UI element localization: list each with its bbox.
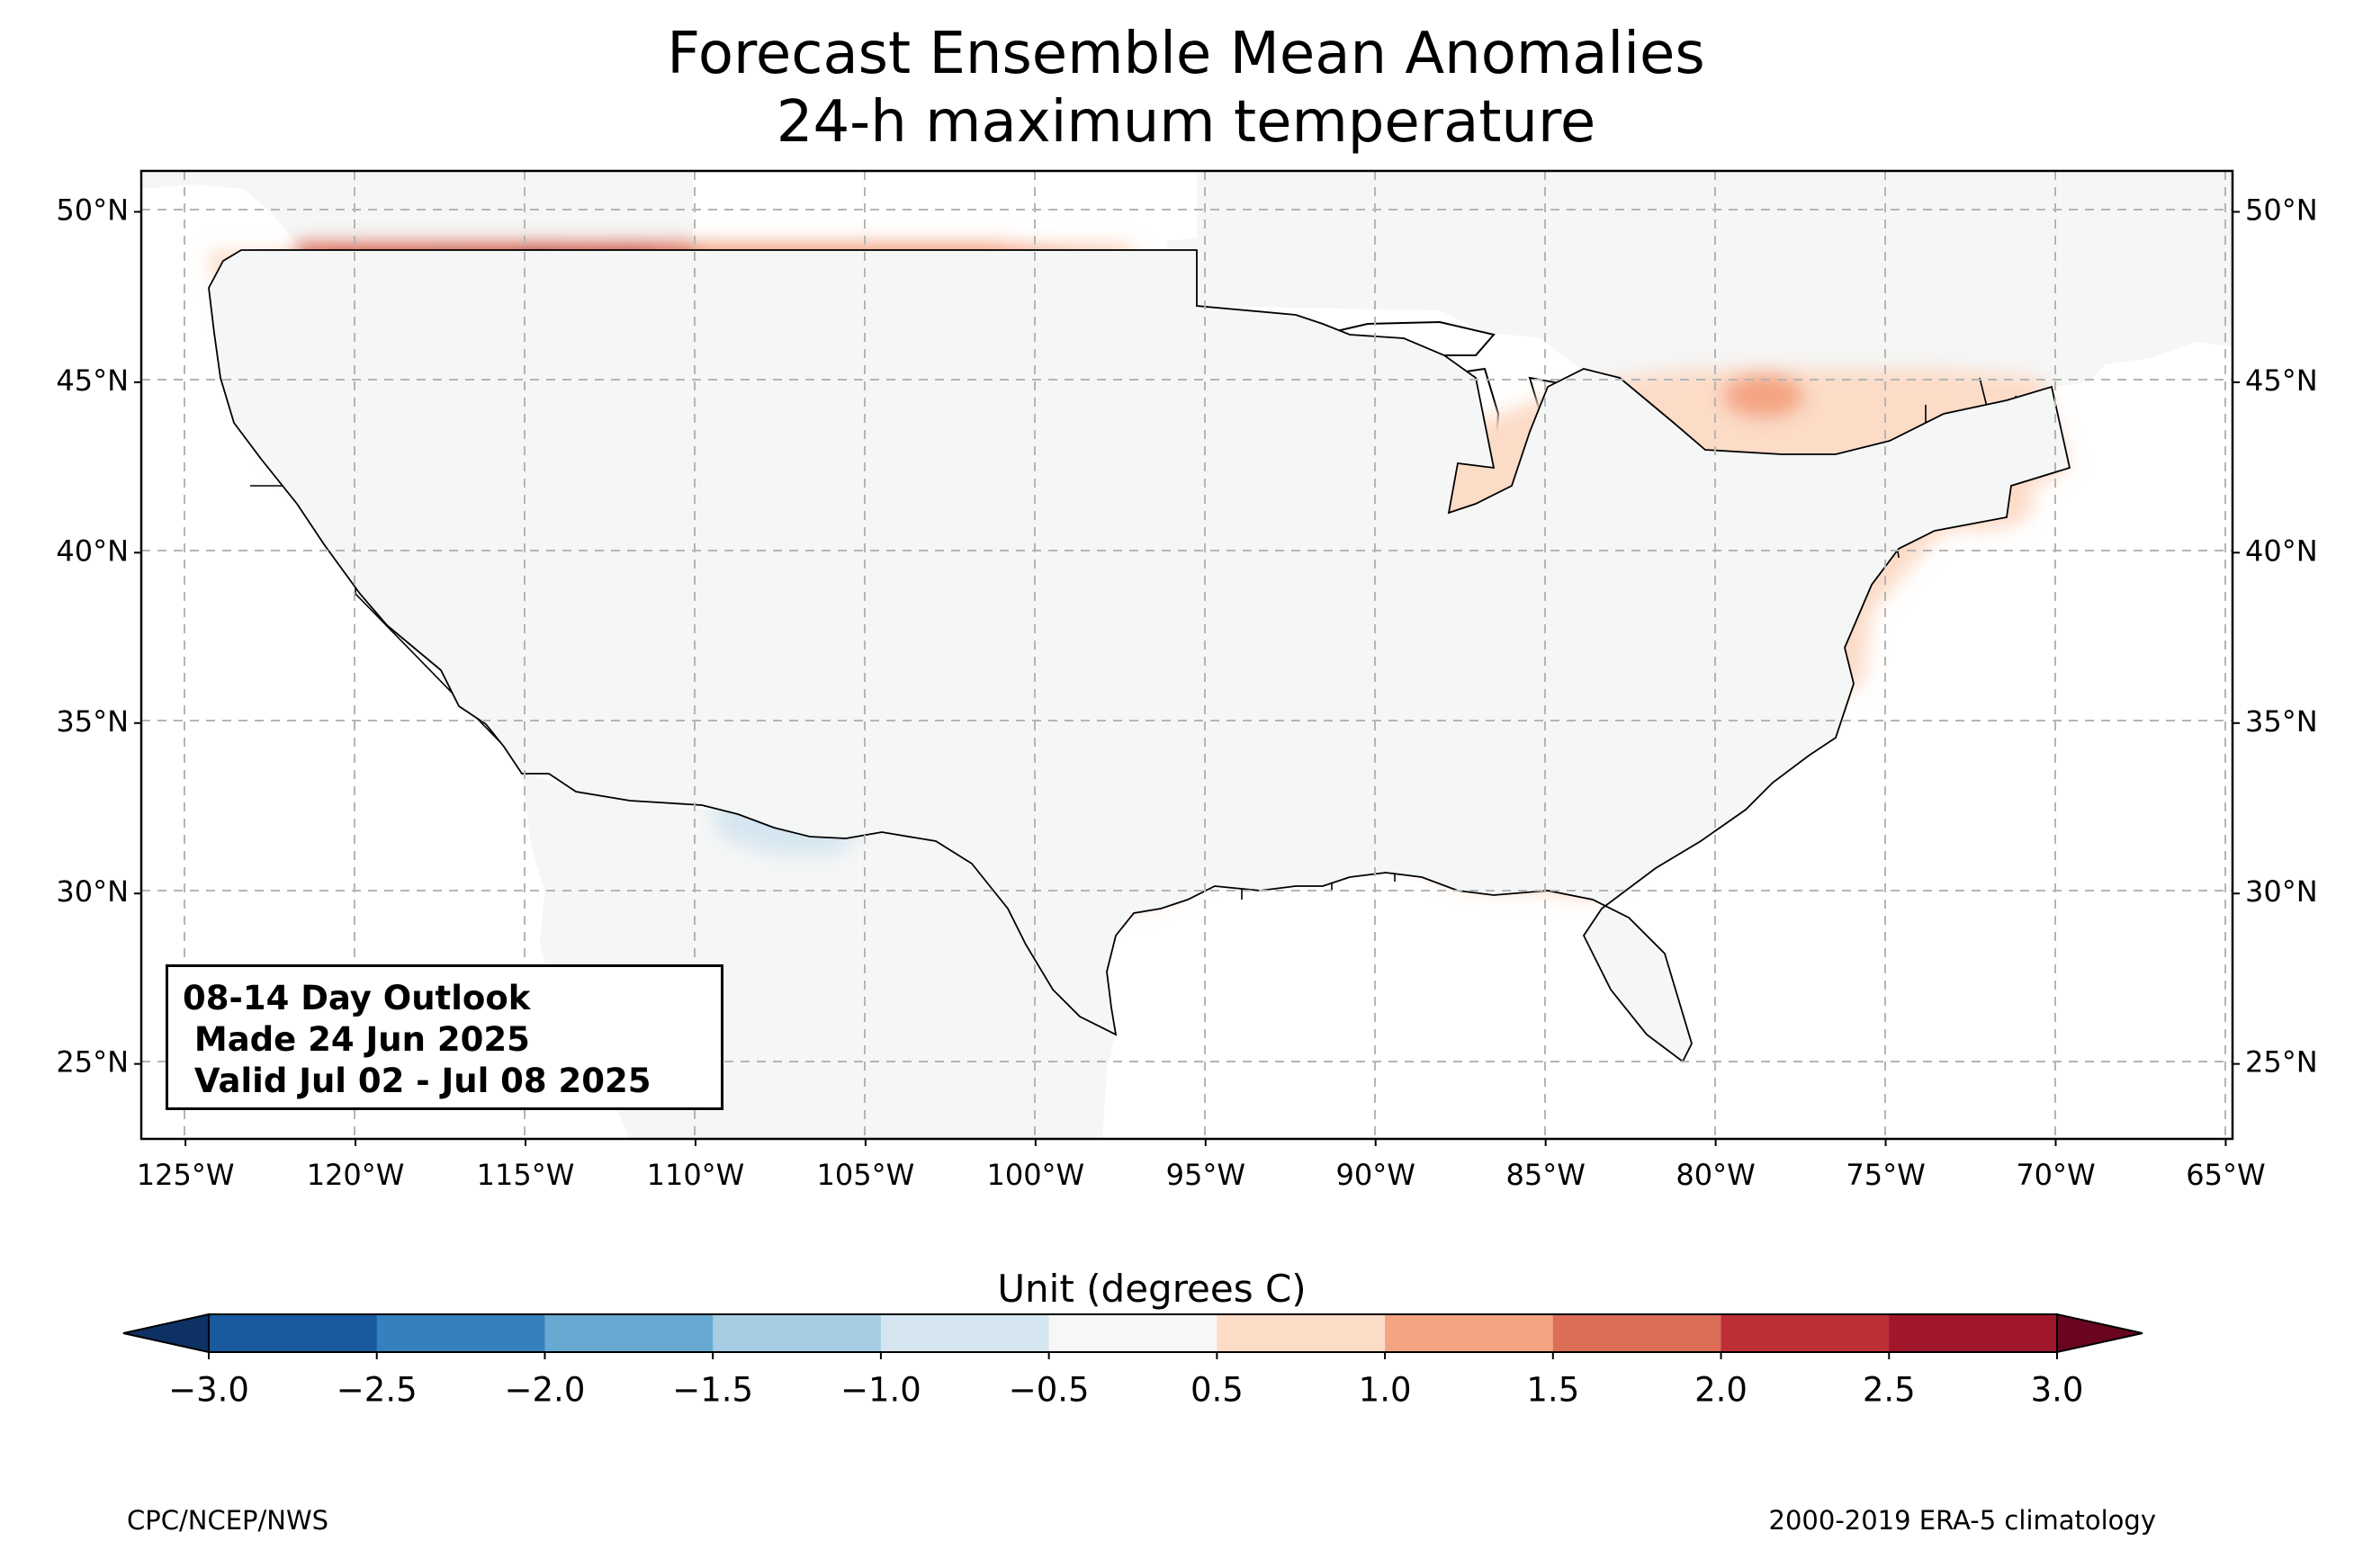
lon-tick-label: 115°W [477,1158,575,1192]
footer-source: CPC/NCEP/NWS [127,1505,329,1536]
lon-tick-label: 85°W [1505,1158,1585,1192]
lon-tick-label: 95°W [1166,1158,1245,1192]
map-frame [139,169,2234,1141]
colorbar-tick-label: −1.5 [672,1371,753,1410]
colorbar-segment [544,1314,714,1352]
lat-tick-label: 40°N [2245,533,2318,568]
lat-tick-label: 30°N [56,874,129,909]
lon-tick-label: 120°W [307,1158,405,1192]
colorbar-tick-label: 3.0 [2031,1371,2084,1410]
colorbar-under-arrow [122,1313,210,1354]
colorbar-segment [1048,1314,1217,1352]
lat-tick-label: 40°N [56,533,129,568]
lon-tick-label: 70°W [2016,1158,2095,1192]
colorbar-segment [880,1314,1050,1352]
map-title: Forecast Ensemble Mean Anomalies 24-h ma… [0,20,2372,157]
colorbar-tick-label: 1.0 [1359,1371,1412,1410]
lat-tick-label: 50°N [2245,193,2318,227]
lon-tick-label: 110°W [647,1158,745,1192]
lat-tick-label: 25°N [56,1045,129,1080]
valid-range: Valid Jul 02 - Jul 08 2025 [183,1062,651,1100]
lat-tick-label: 35°N [56,704,129,739]
colorbar-over-arrow [2056,1313,2143,1354]
lon-tick-label: 105°W [817,1158,915,1192]
lon-tick-label: 65°W [2186,1158,2265,1192]
title-line-1: Forecast Ensemble Mean Anomalies [667,21,1705,87]
lon-tick-label: 125°W [137,1158,235,1192]
lon-tick-label: 90°W [1336,1158,1415,1192]
lat-tick-labels-right: 25°N 30°N 35°N 40°N 45°N 50°N [2233,193,2318,1080]
colorbar-tick-label: −3.0 [168,1371,249,1410]
colorbar-tick-label: 2.0 [1694,1371,1748,1410]
lat-tick-label: 45°N [2245,363,2318,398]
colorbar-segment [209,1314,378,1352]
colorbar-segment [1552,1314,1722,1352]
colorbar-tick-label: −1.0 [840,1371,921,1410]
lat-tick-label: 25°N [2245,1045,2318,1080]
colorbar-segment [376,1314,545,1352]
colorbar-tick-label: −2.5 [337,1371,418,1410]
made-date: Made 24 Jun 2025 [183,1020,530,1059]
colorbar-label: Unit (degrees C) [997,1267,1307,1311]
colorbar-tick-label: 2.5 [1863,1371,1916,1410]
colorbar: −3.0 −2.5 −2.0 −1.5 −1.0 −0.5 0.5 1.0 1.5 2.0 2.5 3… [122,1313,2143,1410]
colorbar-tick-label: −2.0 [505,1371,586,1410]
lon-tick-label: 80°W [1676,1158,1755,1192]
colorbar-tick-label: −0.5 [1009,1371,1090,1410]
footer-climatology: 2000-2019 ERA-5 climatology [1768,1505,2156,1536]
lat-tick-label: 50°N [56,193,129,227]
colorbar-frame [208,1313,2058,1353]
colorbar-tick-label: 0.5 [1190,1371,1244,1410]
colorbar-segment [713,1314,882,1352]
lon-tick-label: 75°W [1846,1158,1925,1192]
lat-tick-label: 45°N [56,363,129,398]
lat-tick-label: 30°N [2245,874,2318,909]
lat-tick-label: 35°N [2245,704,2318,739]
colorbar-segment [1889,1314,2058,1352]
lat-tick-labels-left: 25°N 30°N 35°N 40°N 45°N 50°N [56,193,141,1080]
outlook-info-box: 08-14 Day Outlook Made 24 Jun 2025 Valid… [166,964,723,1110]
title-line-2: 24-h maximum temperature [776,89,1596,156]
colorbar-segment [1721,1314,1890,1352]
colorbar-segment [1217,1314,1386,1352]
lon-tick-labels: 125°W 120°W 115°W 110°W 105°W 100°W 95°W 90°W 85… [137,1139,2266,1192]
colorbar-segment [1385,1314,1554,1352]
lon-tick-label: 100°W [986,1158,1084,1192]
outlook-period: 08-14 Day Outlook [183,979,531,1017]
colorbar-tick-label: 1.5 [1526,1371,1579,1410]
